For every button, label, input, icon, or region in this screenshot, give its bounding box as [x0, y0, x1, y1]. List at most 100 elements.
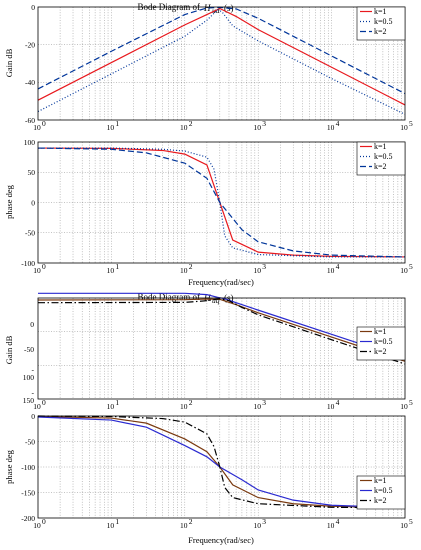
uq-ytick-100: 100: [23, 373, 35, 382]
x-tick-label: 10: [33, 123, 41, 132]
x-tick-exponent: 0: [42, 119, 46, 128]
y-tick-label: -200: [21, 514, 35, 523]
x-tick-label: 10: [180, 266, 188, 275]
x-tick-label: 10: [180, 402, 188, 411]
series-line-k-1: [37, 415, 406, 509]
y-tick-label: -150: [21, 488, 35, 497]
uq-phase-frame: [37, 415, 406, 519]
ud-phase-xlabel: Frequency(rad/sec): [188, 277, 254, 287]
series-line-k-1: [37, 298, 406, 362]
x-tick-label: 10: [253, 266, 261, 275]
uq-phase-panel: -200-150-100-500 10 0 10 1 10 2 10 3 10 4 10 5 phas…: [4, 412, 413, 545]
legend-label: k=2: [374, 27, 387, 36]
x-tick-label: 10: [180, 521, 188, 530]
uq-ytick-150: 150: [23, 396, 35, 405]
uq-ytick-50: -50: [24, 345, 34, 354]
x-tick-label: 10: [107, 521, 115, 530]
x-tick-label: 10: [107, 123, 115, 132]
x-tick-exponent: 1: [115, 517, 119, 526]
legend-box: [356, 6, 406, 41]
ud-phase-legend: k=1k=0.5k=2: [356, 141, 406, 176]
legend-label: k=0.5: [374, 486, 393, 495]
x-tick-exponent: 3: [262, 398, 266, 407]
x-tick-exponent: 3: [262, 517, 266, 526]
ud-gain-curves: [37, 6, 406, 115]
x-tick-exponent: 0: [42, 262, 46, 271]
x-tick-exponent: 4: [336, 517, 340, 526]
x-tick-exponent: 3: [262, 262, 266, 271]
x-tick-label: 10: [327, 123, 335, 132]
ud-gain-y-ticks: -60 -40 -20 0: [25, 3, 35, 125]
x-tick-exponent: 0: [42, 398, 46, 407]
x-tick-exponent: 2: [189, 398, 193, 407]
y-tick-label: 100: [24, 138, 36, 147]
x-tick-exponent: 5: [409, 517, 413, 526]
x-tick-label: 10: [253, 521, 261, 530]
uq-ytick-150-minus: -: [32, 388, 35, 397]
y-tick-label: -40: [25, 78, 35, 87]
uq-gain-panel: Bode Diagram of H uq (s) 0 -50 - 100 - 1…: [4, 292, 413, 411]
series-line-k-1: [37, 7, 406, 106]
legend-box: [356, 141, 406, 176]
x-tick-label: 10: [107, 402, 115, 411]
uq-ytick-0: 0: [30, 320, 34, 329]
x-tick-label: 10: [327, 266, 335, 275]
ud-phase-ylabel: phase deg: [4, 184, 14, 219]
legend-box: [356, 475, 406, 510]
x-tick-label: 10: [33, 402, 41, 411]
x-tick-label: 10: [253, 402, 261, 411]
series-line-k-2: [37, 415, 406, 509]
x-tick-exponent: 5: [409, 119, 413, 128]
legend-label: k=2: [374, 347, 387, 356]
uq-title-prefix: Bode Diagram of: [138, 292, 200, 302]
y-tick-label: 50: [28, 168, 36, 177]
uq-phase-grid: [38, 416, 405, 518]
y-tick-label: 0: [31, 412, 35, 421]
uq-gain-frame: [37, 297, 406, 400]
x-tick-exponent: 4: [336, 398, 340, 407]
x-tick-exponent: 4: [336, 119, 340, 128]
y-tick-label: -60: [25, 116, 35, 125]
ud-phase-frame: [37, 141, 406, 264]
ud-gain-grid: [38, 7, 405, 120]
x-tick-label: 10: [327, 521, 335, 530]
uq-phase-x-ticks: 10 0 10 1 10 2 10 3 10 4 10 5: [33, 517, 413, 530]
legend-label: k=0.5: [374, 152, 393, 161]
x-tick-label: 10: [400, 521, 408, 530]
uq-ytick-100-minus: -: [32, 365, 35, 374]
x-tick-label: 10: [400, 123, 408, 132]
series-line-k-0-5: [38, 292, 406, 360]
y-tick-label: 0: [31, 3, 35, 12]
ud-gain-panel: Bode Diagram of H ud (s) -60-40-200 10 0 1…: [4, 2, 413, 132]
x-tick-exponent: 5: [409, 262, 413, 271]
x-tick-label: 10: [33, 521, 41, 530]
x-tick-exponent: 2: [189, 517, 193, 526]
uq-gain-x-ticks: 10 0 10 1 10 2 10 3 10 4 10 5: [33, 398, 413, 411]
ud-phase-grid: [38, 142, 405, 263]
x-tick-exponent: 2: [189, 119, 193, 128]
y-tick-label: 0: [31, 198, 35, 207]
ud-gain-legend: k=1k=0.5k=2: [356, 6, 406, 41]
x-tick-label: 10: [327, 402, 335, 411]
legend-label: k=2: [374, 496, 387, 505]
y-tick-label: -100: [21, 259, 35, 268]
series-line-k-0-5: [37, 9, 406, 115]
x-tick-label: 10: [33, 266, 41, 275]
uq-gain-y-ticks: 0 -50 - 100 - 150: [23, 320, 35, 405]
x-tick-exponent: 1: [115, 119, 119, 128]
series-line-k-2: [37, 147, 406, 258]
uq-phase-legend: k=1k=0.5k=2: [356, 475, 406, 510]
x-tick-label: 10: [400, 266, 408, 275]
y-tick-label: -50: [25, 437, 35, 446]
legend-label: k=1: [374, 7, 387, 16]
ud-phase-curves: [37, 147, 406, 258]
y-tick-label: -20: [25, 40, 35, 49]
legend-label: k=1: [374, 327, 387, 336]
x-tick-exponent: 1: [115, 398, 119, 407]
x-tick-label: 10: [180, 123, 188, 132]
uq-phase-ylabel: phase deg: [4, 449, 14, 484]
uq-gain-curves: [37, 292, 406, 365]
x-tick-exponent: 5: [409, 398, 413, 407]
